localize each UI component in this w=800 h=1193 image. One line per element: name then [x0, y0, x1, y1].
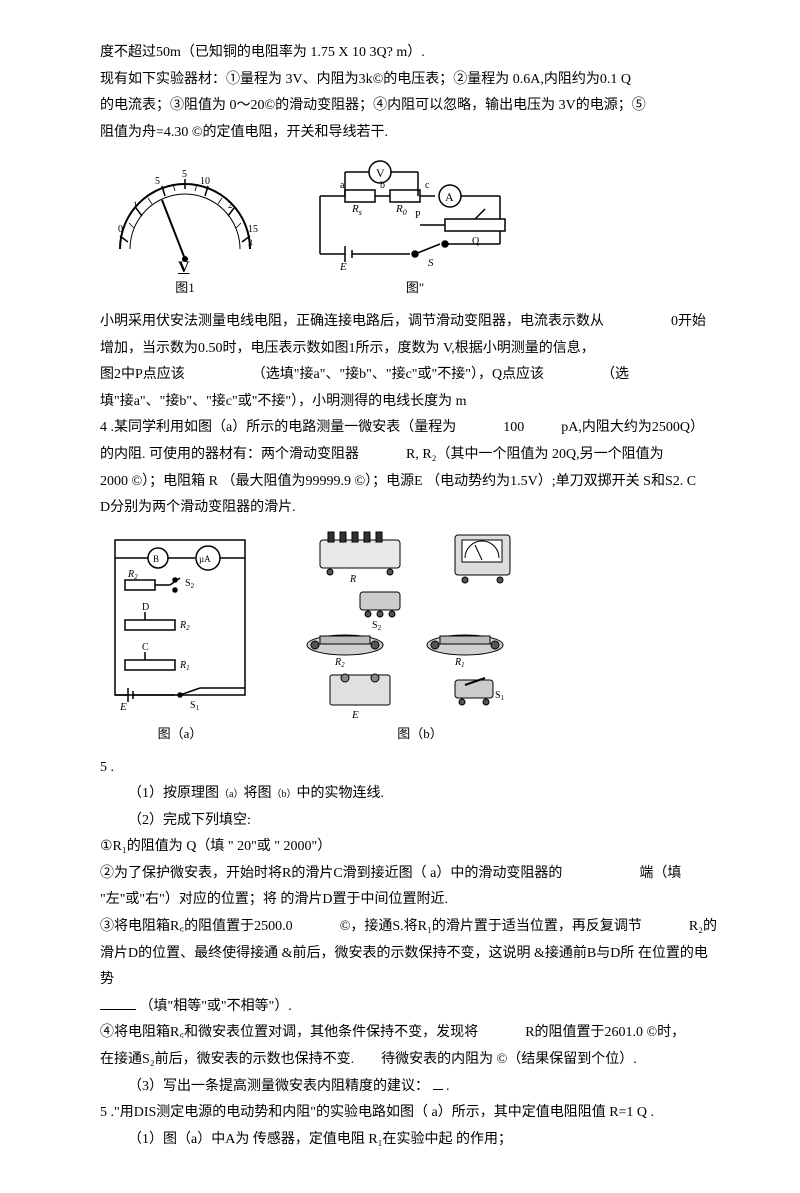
figure-row-1: 0 5 5 10 15 1 2 3 V 图1 V: [100, 154, 720, 301]
voltmeter-dial-icon: 0 5 5 10 15 1 2 3 V: [100, 164, 270, 274]
figure-row-2: B µA R2 S2 D R2 C R1: [100, 530, 720, 747]
svg-text:R2: R2: [334, 657, 345, 669]
svg-text:P: P: [415, 210, 421, 221]
figure-2: V A: [300, 154, 530, 301]
svg-text:0: 0: [118, 224, 123, 235]
item-4c: 在接通S₂前后，微安表的示数也保持不变. 待微安表的内阻为 ©（结果保留到个位）…: [100, 1047, 720, 1074]
circuit-diagram-icon: V A: [300, 154, 530, 274]
svg-text:R1: R1: [454, 657, 465, 669]
item-1: ①R₁的阻值为 Q（填 " 20"或 " 2000"）: [100, 834, 720, 861]
body-text: 的内阻. 可使用的器材有：两个滑动变阻器 R, R₂（其中一个阻值为 20Q,另…: [100, 442, 720, 469]
q5b-sub1: （1）图（a）中A为 传感器，定值电阻 R₁在实验中起 的作用；: [100, 1127, 720, 1154]
blank-field: [433, 1075, 443, 1090]
question-4: 4 .某同学利用如图（a）所示的电路测量一微安表（量程为 100 pA,内阻大约…: [100, 415, 720, 442]
svg-text:S: S: [428, 257, 434, 269]
svg-text:B: B: [153, 554, 159, 564]
item-2c: "左"或"右"）对应的位置；将 的滑片D置于中间位置附近.: [100, 887, 720, 914]
svg-text:b: b: [380, 180, 385, 191]
body-text: 阻值为舟=4.30 ©的定值电阻，开关和导线若干.: [100, 120, 720, 147]
body-text: 填"接a"、"接b"、"接c"或"不接"），小明测得的电线长度为 m: [100, 389, 720, 416]
svg-text:S2: S2: [372, 620, 382, 632]
svg-text:µA: µA: [199, 554, 211, 564]
svg-text:R2: R2: [127, 569, 138, 581]
svg-text:A: A: [445, 190, 454, 204]
question-5: 5 .: [100, 755, 720, 782]
svg-text:c: c: [425, 180, 430, 191]
body-text: 增加，当示数为0.50时，电压表示数如图1所示，度数为 V,根据小明测量的信息，: [100, 336, 720, 363]
components-photo-icon: R S2 R2 R1: [290, 530, 550, 720]
circuit-a-icon: B µA R2 S2 D R2 C R1: [100, 530, 260, 720]
item-3e: （填"相等"或"不相等"）.: [100, 994, 720, 1021]
body-text: 小明采用伏安法测量电线电阻，正确连接电路后，调节滑动变阻器，电流表示数从 0开始: [100, 309, 720, 336]
body-text: 2000 ©）；电阻箱 R （最大阻值为99999.9 ©）；电源E （电动势约…: [100, 469, 720, 496]
figure-1: 0 5 5 10 15 1 2 3 V 图1: [100, 164, 270, 301]
svg-text:Q: Q: [472, 236, 480, 247]
sub-2: （2）完成下列填空:: [100, 808, 720, 835]
svg-text:1: 1: [133, 200, 138, 210]
item-3d: 滑片D的位置、最终使得接通 &前后，微安表的示数保持不变，这说明 &接通前B与D…: [100, 941, 720, 994]
figure-a-caption: 图（a）: [100, 722, 260, 747]
svg-text:S1: S1: [495, 690, 505, 702]
body-text: D分别为两个滑动变阻器的滑片.: [100, 495, 720, 522]
svg-text:V: V: [376, 166, 385, 180]
figure-1-caption: 图1: [100, 276, 270, 301]
figure-b-caption: 图（b）: [290, 722, 550, 747]
item-2: ②为了保护微安表，开始时将R的滑片C滑到接近图（ a）中的滑动变阻器的 端（填: [100, 861, 720, 888]
figure-b: R S2 R2 R1: [290, 530, 550, 747]
figure-a: B µA R2 S2 D R2 C R1: [100, 530, 260, 747]
svg-text:D: D: [142, 602, 149, 613]
question-5b: 5 ."用DIS测定电源的电动势和内阻"的实验电路如图（ a）所示，其中定值电阻…: [100, 1100, 720, 1127]
svg-text:E: E: [119, 701, 127, 713]
svg-text:15: 15: [248, 224, 258, 235]
svg-text:5: 5: [155, 176, 160, 187]
svg-text:E: E: [339, 261, 347, 273]
svg-text:5: 5: [182, 169, 187, 180]
svg-text:10: 10: [200, 176, 210, 187]
svg-text:E: E: [351, 709, 359, 720]
figure-2-caption: 图": [300, 276, 530, 301]
svg-text:R: R: [349, 574, 356, 585]
body-text: 度不超过50m（已知铜的电阻率为 1.75 X 10 3Q? m）.: [100, 40, 720, 67]
svg-text:R2: R2: [179, 620, 190, 632]
svg-text:2: 2: [228, 200, 233, 210]
svg-text:S2: S2: [185, 578, 195, 590]
body-text: 现有如下实验器材：①量程为 3V、内阻为3k©的电压表；②量程为 0.6A,内阻…: [100, 67, 720, 94]
svg-text:Rs: Rs: [351, 203, 362, 217]
sub-1: （1）按原理图（a）将图（b）中的实物连线.: [100, 781, 720, 808]
blank-field: [100, 995, 136, 1010]
svg-text:S1: S1: [190, 700, 200, 712]
svg-text:R1: R1: [179, 660, 190, 672]
svg-text:R0: R0: [395, 203, 407, 217]
body-text: 图2中P点应该 （选填"接a"、"接b"、"接c"或"不接"），Q点应该 （选: [100, 362, 720, 389]
item-4: ④将电阻箱R꜀和微安表位置对调，其他条件保持不变，发现将 R的阻值置于2601.…: [100, 1020, 720, 1047]
svg-text:a: a: [340, 180, 345, 191]
body-text: 的电流表；③阻值为 0〜20©的滑动变阻器；④内阻可以忽略，输出电压为 3V的电…: [100, 93, 720, 120]
svg-text:3: 3: [248, 238, 253, 248]
svg-text:C: C: [142, 642, 149, 653]
item-3: ③将电阻箱R꜀的阻值置于2500.0 ©，接通S.将R₁的滑片置于适当位置，再反…: [100, 914, 720, 941]
sub-3: （3）写出一条提高测量微安表内阻精度的建议： .: [100, 1074, 720, 1101]
svg-text:V: V: [178, 259, 190, 274]
